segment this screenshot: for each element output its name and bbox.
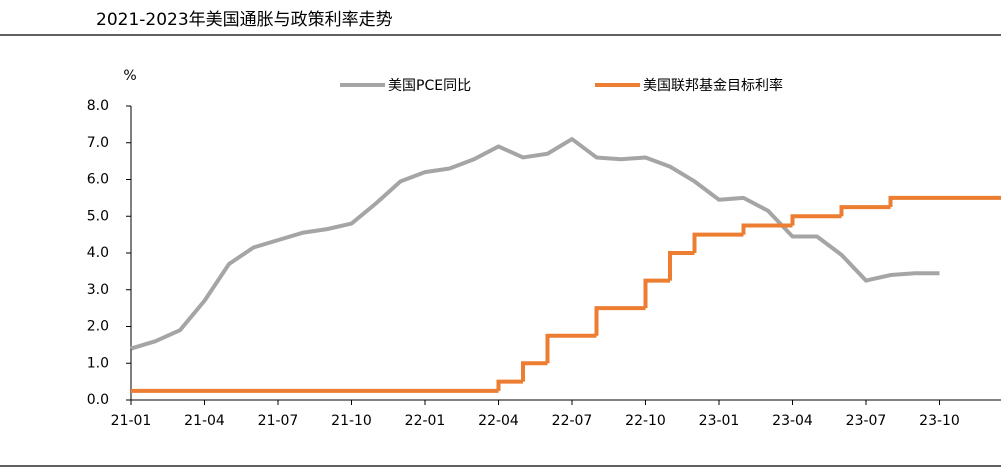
legend-label: 美国PCE同比 bbox=[388, 78, 471, 94]
x-tick-label: 23-10 bbox=[919, 413, 960, 429]
step-segment bbox=[839, 205, 866, 217]
y-tick-label: 2.0 bbox=[87, 319, 109, 335]
chart-title: 2021-2023年美国通胀与政策利率走势 bbox=[96, 10, 393, 30]
y-tick-label: 4.0 bbox=[87, 245, 109, 261]
step-segment bbox=[496, 379, 523, 391]
x-tick-label: 21-07 bbox=[258, 413, 299, 429]
x-tick-label: 22-04 bbox=[478, 413, 519, 429]
y-tick-label: 1.0 bbox=[87, 355, 109, 371]
step-segment bbox=[888, 195, 915, 208]
x-tick-label: 21-10 bbox=[331, 413, 372, 429]
x-tick-label: 21-01 bbox=[111, 413, 152, 429]
step-segment bbox=[668, 251, 695, 281]
legend-label: 美国联邦基金目标利率 bbox=[643, 77, 783, 94]
y-tick-label: 7.0 bbox=[87, 135, 109, 151]
step-segment bbox=[790, 214, 817, 226]
x-tick-label: 23-01 bbox=[699, 413, 740, 429]
series-line bbox=[130, 137, 940, 351]
x-tick-label: 22-01 bbox=[405, 413, 446, 429]
y-tick-label: 3.0 bbox=[87, 282, 109, 298]
x-tick-label: 22-07 bbox=[552, 413, 593, 429]
y-unit: % bbox=[123, 68, 136, 84]
step-segment bbox=[594, 306, 621, 336]
x-tick-label: 23-07 bbox=[846, 413, 887, 429]
step-segment bbox=[741, 223, 768, 235]
y-tick-label: 8.0 bbox=[87, 98, 109, 114]
x-tick-label: 23-04 bbox=[772, 413, 813, 429]
step-segment bbox=[643, 278, 670, 309]
step-segment bbox=[545, 333, 572, 364]
x-tick-label: 22-10 bbox=[625, 413, 666, 429]
x-tick-label: 21-04 bbox=[184, 413, 225, 429]
step-segment bbox=[692, 232, 719, 253]
y-tick-label: 0.0 bbox=[87, 392, 109, 408]
y-tick-label: 5.0 bbox=[87, 208, 109, 224]
y-tick-label: 6.0 bbox=[87, 172, 109, 188]
step-segment bbox=[521, 361, 548, 382]
